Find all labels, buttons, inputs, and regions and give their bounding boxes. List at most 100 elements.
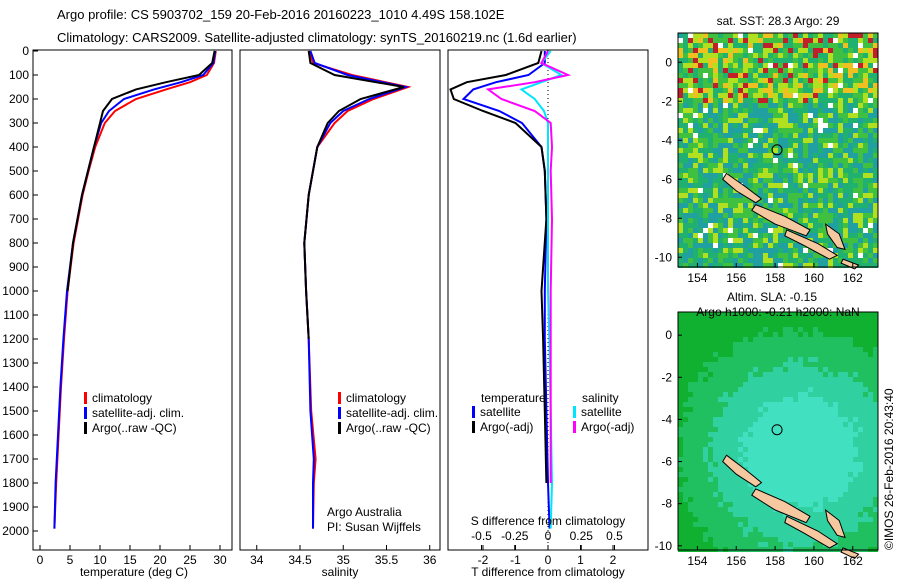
map-cell xyxy=(853,123,858,128)
map-cell xyxy=(728,63,733,68)
map-cell xyxy=(703,228,708,233)
map-cell xyxy=(788,163,793,168)
map-cell xyxy=(738,527,743,532)
map-cell xyxy=(788,352,793,357)
map-cell xyxy=(698,532,703,537)
map-cell xyxy=(723,422,728,427)
map-cell xyxy=(833,367,838,372)
map-cell xyxy=(783,48,788,53)
map-cell xyxy=(708,58,713,63)
map-cell xyxy=(763,332,768,337)
map-cell xyxy=(843,462,848,467)
map-cell xyxy=(873,367,878,372)
map-cell xyxy=(873,357,878,362)
map-cell xyxy=(738,263,743,268)
map-cell xyxy=(838,123,843,128)
map-cell xyxy=(738,178,743,183)
map-cell xyxy=(833,123,838,128)
map-cell xyxy=(768,477,773,482)
map-cell xyxy=(708,158,713,163)
map-cell xyxy=(758,158,763,163)
map-cell xyxy=(873,123,878,128)
map-cell xyxy=(683,312,688,317)
map-cell xyxy=(758,322,763,327)
map-cell xyxy=(728,243,733,248)
map-cell xyxy=(723,223,728,228)
map-cell xyxy=(793,542,798,547)
map-cell xyxy=(863,507,868,512)
map-cell xyxy=(738,377,743,382)
map-cell xyxy=(823,143,828,148)
map-cell xyxy=(743,367,748,372)
map-cell xyxy=(723,83,728,88)
map-cell xyxy=(683,322,688,327)
map-cell xyxy=(788,58,793,63)
map-cell xyxy=(768,322,773,327)
map-cell xyxy=(703,422,708,427)
map-cell xyxy=(818,63,823,68)
map-cell xyxy=(778,88,783,93)
map-cell xyxy=(863,492,868,497)
map-cell xyxy=(748,213,753,218)
map-cell xyxy=(723,73,728,78)
map-cell xyxy=(813,447,818,452)
map-cell xyxy=(863,362,868,367)
map-cell xyxy=(843,317,848,322)
map-cell xyxy=(798,507,803,512)
map-cell xyxy=(763,63,768,68)
map-cell xyxy=(803,178,808,183)
map-cell xyxy=(833,263,838,268)
map-cell xyxy=(768,108,773,113)
map-cell xyxy=(863,347,868,352)
map-cell xyxy=(868,487,873,492)
map-cell xyxy=(713,407,718,412)
map-cell xyxy=(788,462,793,467)
map-cell xyxy=(843,168,848,173)
map-cell xyxy=(748,168,753,173)
map-cell xyxy=(873,133,878,138)
map-cell xyxy=(848,442,853,447)
map-cell xyxy=(758,183,763,188)
map-cell xyxy=(703,153,708,158)
map-cell xyxy=(733,427,738,432)
map-cell xyxy=(863,163,868,168)
map-cell xyxy=(728,432,733,437)
map-cell xyxy=(763,93,768,98)
map-cell xyxy=(763,532,768,537)
map-cell xyxy=(758,337,763,342)
map-cell xyxy=(728,387,733,392)
map-cell xyxy=(838,312,843,317)
map-cell xyxy=(773,63,778,68)
map-cell xyxy=(838,487,843,492)
map-cell xyxy=(868,108,873,113)
map-cell xyxy=(833,417,838,422)
map-cell xyxy=(793,78,798,83)
map-cell xyxy=(863,238,868,243)
map-cell xyxy=(853,437,858,442)
map-cell xyxy=(873,462,878,467)
map-cell xyxy=(858,337,863,342)
map-cell xyxy=(843,158,848,163)
map-cell xyxy=(748,497,753,502)
map-cell xyxy=(838,512,843,517)
map-cell xyxy=(728,417,733,422)
map-cell xyxy=(873,208,878,213)
map-cell xyxy=(693,208,698,213)
y-tick-label: 1700 xyxy=(2,452,29,466)
map-cell xyxy=(788,118,793,123)
map-cell xyxy=(743,447,748,452)
map-cell xyxy=(858,402,863,407)
map-cell xyxy=(798,103,803,108)
map-cell xyxy=(848,218,853,223)
map-cell xyxy=(743,73,748,78)
map-cell xyxy=(718,362,723,367)
map-cell xyxy=(853,158,858,163)
map-cell xyxy=(793,123,798,128)
map-cell xyxy=(703,108,708,113)
map-cell xyxy=(768,133,773,138)
map-cell xyxy=(683,417,688,422)
map-cell xyxy=(848,128,853,133)
map-cell xyxy=(718,58,723,63)
map-cell xyxy=(788,53,793,58)
map-cell xyxy=(713,512,718,517)
